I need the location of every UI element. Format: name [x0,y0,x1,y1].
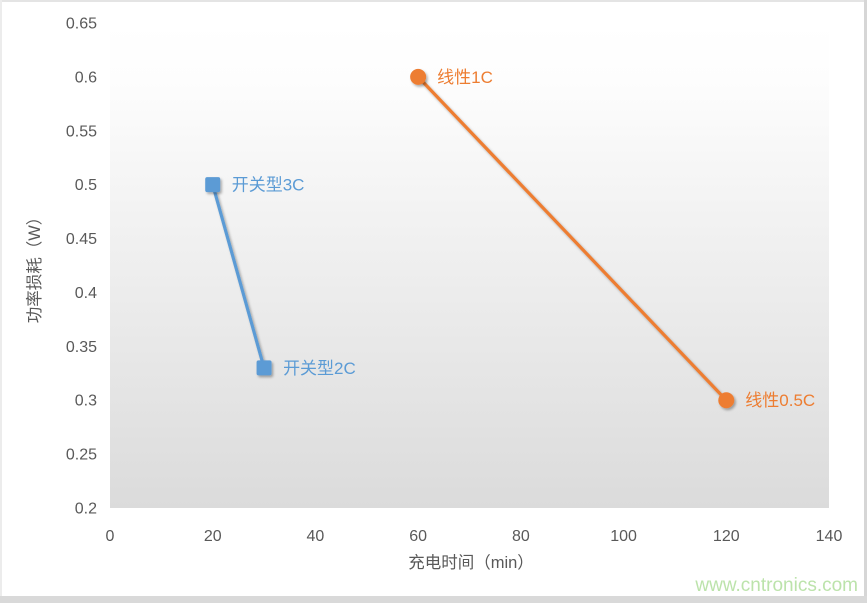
page-border-left [0,0,2,603]
series-line-线性 [416,75,728,402]
y-axis-title: 功率损耗（W） [25,209,44,324]
data-point-label: 开关型2C [283,359,356,378]
data-point-marker [718,392,735,409]
x-axis-title: 充电时间（min） [408,553,534,572]
y-axis-tick-labels: 0.2 0.25 0.3 0.35 0.4 0.45 0.5 0.55 0.6 0.65 [66,16,97,518]
page-border-right [864,0,867,603]
x-tick-label: 80 [512,528,530,545]
x-axis-tick-labels: 0 20 40 60 80 100 120 140 [106,528,843,545]
x-tick-label: 100 [610,528,637,545]
y-tick-label: 0.45 [66,231,97,248]
plot-area [110,23,829,508]
data-point-marker [256,360,272,376]
page-border-bottom [0,596,867,603]
x-tick-label: 60 [409,528,427,545]
watermark: www.cntronics.com [694,575,858,596]
x-tick-label: 20 [204,528,222,545]
y-tick-label: 0.55 [66,123,97,140]
y-tick-label: 0.65 [66,16,97,33]
data-point-label: 线性1C [437,68,493,87]
y-tick-label: 0.3 [75,393,97,410]
y-tick-label: 0.35 [66,339,97,356]
x-tick-label: 0 [106,528,115,545]
series-layer: 开关型3C 开关型2C 线性1C 线性0.5C [205,68,815,410]
y-tick-label: 0.5 [75,177,97,194]
page-border-top [0,0,867,2]
x-tick-label: 140 [816,528,843,545]
x-tick-label: 40 [307,528,325,545]
y-tick-label: 0.2 [75,501,97,518]
data-point-marker [205,177,221,193]
x-tick-label: 120 [713,528,740,545]
data-point-label: 开关型3C [232,176,305,195]
series-line-开关型 [211,183,266,370]
y-tick-label: 0.4 [75,285,97,302]
y-tick-label: 0.6 [75,69,97,86]
data-point-label: 线性0.5C [745,391,815,410]
y-tick-label: 0.25 [66,447,97,464]
data-point-marker [410,68,427,85]
